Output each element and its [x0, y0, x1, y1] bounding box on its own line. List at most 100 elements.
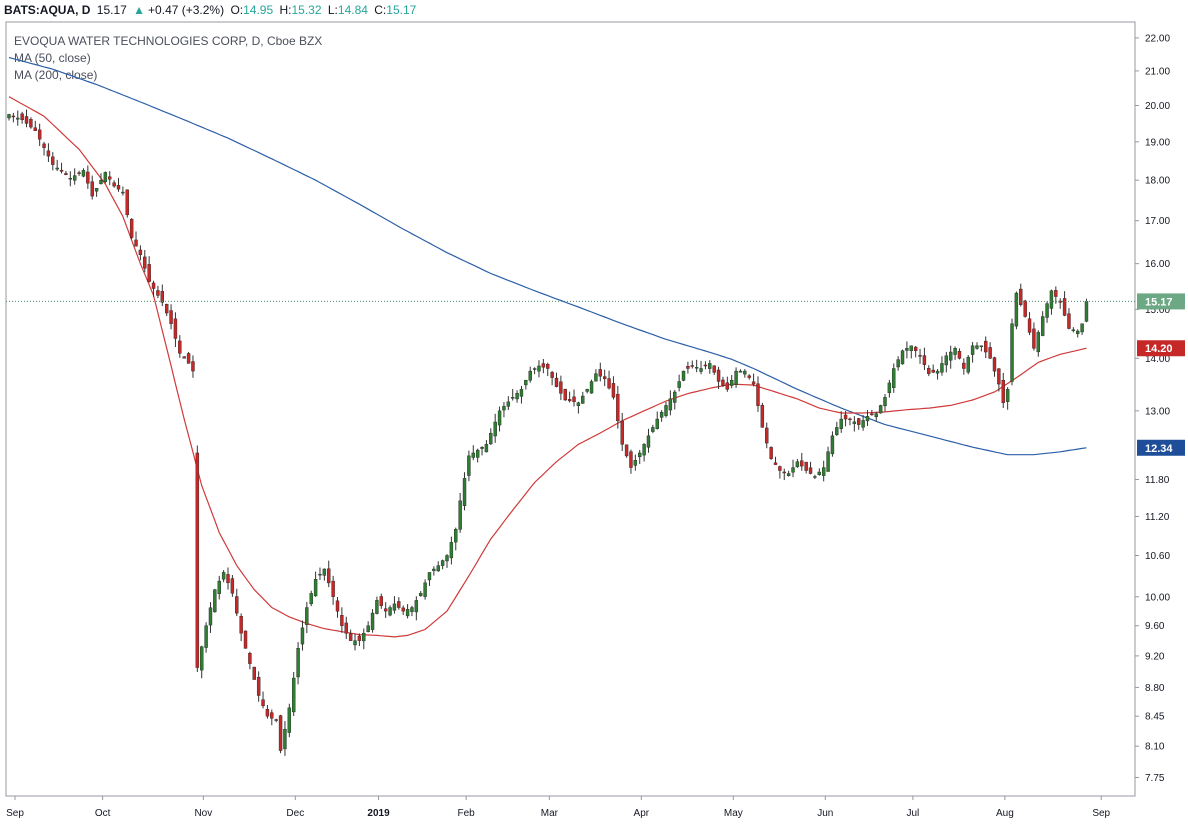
candle-body [24, 116, 29, 124]
candle-body [817, 471, 821, 475]
candle-body [392, 603, 397, 611]
candle [327, 560, 331, 588]
candle-body [646, 435, 651, 448]
last-price-badge: 15.17 [1137, 293, 1185, 310]
symbol-label[interactable]: BATS:AQUA, D [4, 3, 91, 17]
candle [857, 417, 861, 430]
candle [178, 335, 182, 358]
candle [449, 536, 454, 565]
candle-body [883, 397, 887, 407]
open-value: 14.95 [243, 3, 274, 17]
candle-body [804, 461, 808, 471]
ma200-badge-label: 12.34 [1145, 443, 1173, 455]
candle-body [734, 370, 738, 385]
candle-body [651, 427, 655, 432]
candle-body [624, 444, 629, 457]
candle-body [388, 607, 392, 616]
candle-body [121, 191, 125, 194]
candle-body [112, 182, 116, 187]
candle [861, 415, 865, 431]
y-tick-label: 13.00 [1145, 406, 1170, 417]
candle [388, 605, 392, 617]
candle [703, 361, 708, 370]
candle [646, 428, 651, 453]
candle [581, 391, 585, 404]
legend-ma200[interactable]: MA (200, close) [14, 68, 98, 82]
candle [134, 231, 138, 247]
time-axis[interactable]: Sep Oct Nov Dec 2019 Feb Mar Apr May Jun Jul Aug Sep [6, 796, 1111, 819]
candle-body [1014, 292, 1019, 327]
candle-body [454, 529, 458, 543]
candle-body [147, 264, 151, 282]
candle [173, 312, 178, 347]
candle-body [445, 555, 449, 562]
candle-body [957, 351, 962, 359]
candle-body [887, 382, 892, 394]
candle [896, 356, 900, 371]
candle [782, 468, 786, 481]
candle [970, 341, 975, 363]
candle-body [51, 156, 55, 165]
candle [892, 363, 896, 393]
candle-body [791, 467, 795, 473]
candle-body [410, 607, 414, 612]
candle [340, 607, 344, 633]
candle [651, 424, 655, 434]
candle-body [340, 615, 344, 626]
candle-body [970, 345, 975, 355]
candle-body [909, 345, 913, 351]
candle-body [480, 446, 484, 449]
candle [721, 376, 725, 387]
candle-body [550, 372, 554, 378]
x-tick-label: Nov [194, 808, 212, 819]
candle [708, 360, 712, 374]
candle-body [497, 410, 502, 426]
candle-body [642, 444, 646, 456]
candle-body [331, 580, 335, 597]
legend-ma50[interactable]: MA (50, close) [14, 51, 91, 65]
candle-body [524, 380, 528, 386]
candle [848, 417, 852, 426]
candle [979, 345, 984, 352]
candle [572, 389, 576, 407]
y-tick-label: 9.20 [1145, 651, 1165, 662]
candle-body [905, 348, 909, 351]
candle [655, 411, 659, 430]
candle [20, 111, 24, 124]
ma200-badge: 12.34 [1137, 439, 1185, 456]
candle [821, 460, 826, 482]
candle-body [383, 608, 388, 612]
candle [830, 431, 835, 457]
candle-body [808, 467, 813, 474]
y-tick-label: 15.00 [1145, 305, 1170, 316]
candle-body [563, 388, 567, 401]
price-axis[interactable]: 22.00 21.00 20.00 19.00 18.00 17.00 16.00 15.00… [1135, 33, 1170, 784]
candle [217, 575, 221, 600]
candle [81, 168, 86, 178]
candle-body [182, 356, 186, 359]
candle-body [1062, 298, 1067, 316]
candle-body [248, 652, 252, 664]
candle [125, 189, 129, 218]
y-tick-label: 19.00 [1145, 137, 1170, 148]
ma50-badge-bg [1137, 340, 1185, 357]
x-tick-label: Sep [1092, 808, 1110, 819]
candle-body [46, 150, 51, 157]
candle [64, 170, 68, 176]
candle-body [322, 568, 327, 576]
candle-body [694, 367, 699, 369]
candle [440, 559, 445, 570]
candle-body [830, 435, 835, 455]
candle [1084, 298, 1089, 323]
candle [375, 596, 379, 615]
candle [1058, 298, 1062, 309]
candle-body [186, 353, 191, 364]
candle-body [751, 381, 756, 385]
chart-title[interactable]: EVOQUA WATER TECHNOLOGIES CORP, D, Cboe … [14, 34, 323, 48]
candle [357, 633, 362, 647]
candle [235, 588, 239, 617]
candle [379, 593, 383, 609]
candle-body [397, 601, 401, 608]
y-tick-label: 11.20 [1145, 512, 1170, 523]
